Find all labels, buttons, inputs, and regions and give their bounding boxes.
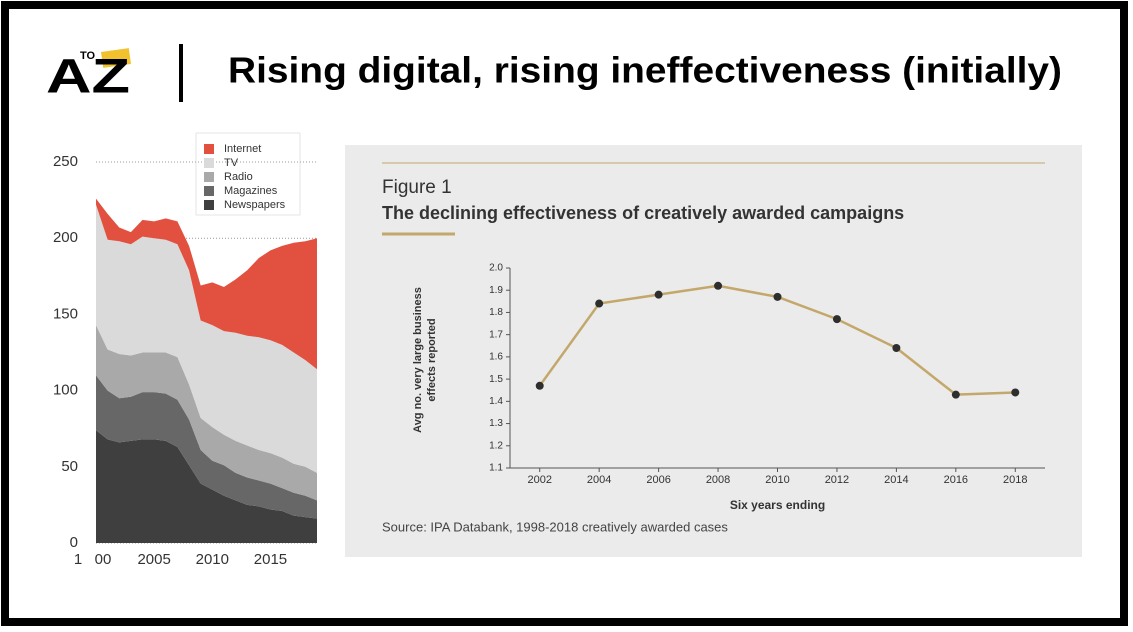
- area: [96, 375, 317, 519]
- legend-swatch: [204, 186, 214, 196]
- y-tick-label: 1.9: [489, 285, 503, 296]
- y-axis-label: Avg no. very large business: [412, 287, 424, 433]
- legend-label: Internet: [224, 143, 261, 155]
- x-tick-label: 2010: [196, 551, 229, 568]
- x-tick-label: 2002: [527, 474, 551, 486]
- area: [96, 198, 317, 370]
- x-tick-label: 2015: [254, 551, 287, 568]
- x-tick-label: 2006: [646, 474, 670, 486]
- legend-label: Radio: [224, 171, 253, 183]
- logo-badge: [101, 48, 131, 68]
- logo-small: TO: [80, 50, 96, 62]
- annotation: 1: [74, 551, 82, 568]
- x-tick-label: 00: [95, 551, 112, 568]
- x-tick-label: 2016: [944, 474, 968, 486]
- x-tick-label: 2018: [1003, 474, 1027, 486]
- x-axis-label: Six years ending: [730, 498, 825, 512]
- point: [892, 344, 901, 352]
- y-tick-label: 0: [70, 534, 78, 551]
- x-tick-label: 2005: [137, 551, 170, 568]
- legend-label: Newspapers: [224, 199, 286, 211]
- y-tick-label: 1.5: [489, 374, 503, 385]
- x-tick-label: 2004: [587, 474, 611, 486]
- y-tick-label: 200: [53, 229, 78, 246]
- y-tick-label: 150: [53, 305, 78, 322]
- logo-text: AZ: [46, 51, 130, 104]
- point: [595, 299, 604, 308]
- point: [951, 390, 960, 399]
- y-tick-label: 100: [53, 382, 78, 399]
- y-tick-label: 1.2: [489, 440, 503, 451]
- point: [773, 292, 782, 301]
- header-divider: [179, 44, 183, 102]
- figure-title: The declining effectiveness of creativel…: [382, 203, 904, 223]
- legend-swatch: [204, 158, 214, 168]
- y-tick-label: 50: [61, 458, 78, 475]
- y-tick-label: 1.4: [489, 396, 503, 407]
- legend-swatch: [204, 172, 214, 182]
- slide-title: Rising digital, rising ineffectiveness (…: [228, 50, 1062, 91]
- y-tick-label: 1.6: [489, 352, 503, 363]
- legend-label: TV: [224, 157, 239, 169]
- x-tick-label: 2012: [825, 474, 849, 486]
- legend-swatch: [204, 200, 214, 210]
- area: [96, 325, 317, 501]
- point: [654, 290, 663, 299]
- y-axis-label: effects reported: [426, 318, 438, 401]
- y-tick-label: 1.3: [489, 418, 503, 429]
- source-note: Source: IPA Databank, 1998-2018 creative…: [382, 519, 728, 534]
- figure-panel: [345, 145, 1082, 557]
- x-tick-label: 2010: [765, 474, 789, 486]
- x-tick-label: 2014: [884, 474, 908, 486]
- point: [832, 315, 841, 324]
- y-tick-label: 1.8: [489, 307, 503, 318]
- y-tick-label: 250: [53, 153, 78, 170]
- point: [535, 381, 544, 390]
- y-tick-label: 1.7: [489, 329, 503, 340]
- logo: TO AZ: [46, 48, 131, 104]
- area: [96, 204, 317, 473]
- point: [1011, 388, 1020, 397]
- point: [714, 281, 723, 290]
- y-tick-label: 2.0: [489, 263, 503, 274]
- legend-label: Magazines: [224, 185, 278, 197]
- x-tick-label: 2008: [706, 474, 730, 486]
- y-tick-label: 1.1: [489, 463, 503, 474]
- figure-label: Figure 1: [382, 177, 452, 198]
- legend-swatch: [204, 144, 214, 154]
